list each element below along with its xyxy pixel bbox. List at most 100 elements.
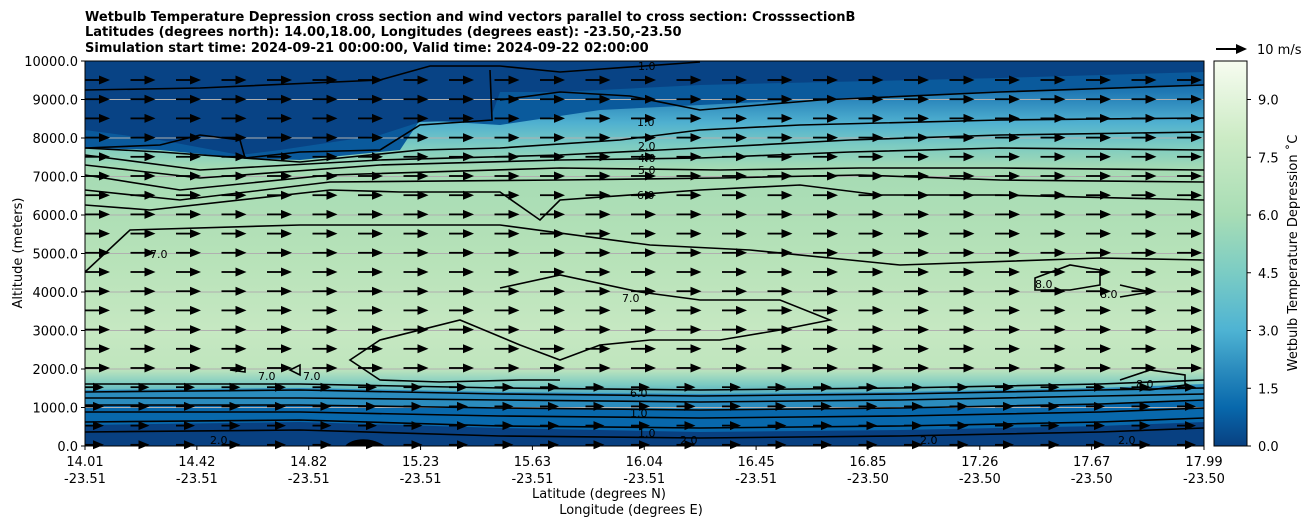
- wind-arrow: [631, 190, 656, 200]
- wind-arrow: [85, 421, 104, 431]
- wind-arrow-head: [963, 94, 975, 104]
- contour-label-20: 2.0: [1118, 434, 1136, 447]
- y-tick-label: 1000.0: [33, 402, 79, 417]
- wind-arrow-head: [508, 248, 520, 258]
- x-tick-label-lon: -23.51: [735, 472, 777, 487]
- wind-arrow-head: [554, 75, 565, 85]
- wind-arrow: [494, 344, 520, 354]
- wind-arrow: [358, 171, 383, 181]
- wind-arrow: [1040, 113, 1066, 123]
- wind-arrow: [767, 171, 793, 181]
- wind-arrow-head: [1139, 382, 1151, 392]
- wind-arrow-head: [457, 421, 468, 431]
- wind-arrow-head: [599, 94, 611, 104]
- wind-arrow: [949, 152, 975, 162]
- wind-arrow-head: [645, 190, 656, 200]
- contour-line-21: [85, 407, 1204, 419]
- wind-arrow: [767, 305, 793, 315]
- wind-arrow: [1131, 363, 1157, 373]
- wind-arrow-head: [144, 171, 156, 181]
- wind-arrow-head: [190, 75, 201, 85]
- wind-arrow-head: [1191, 305, 1202, 315]
- wind-arrow: [312, 248, 338, 258]
- wind-arrow-head: [281, 229, 292, 239]
- wind-arrow: [540, 209, 565, 219]
- x-tick-label-lon: -23.50: [1183, 472, 1225, 487]
- wind-arrow-head: [963, 248, 975, 258]
- wind-arrow: [904, 152, 929, 162]
- wind-arrow: [130, 305, 156, 315]
- contour-line-2: [85, 69, 493, 159]
- wind-arrow: [221, 94, 247, 104]
- wind-arrow-head: [599, 229, 611, 239]
- wind-arrow: [858, 190, 884, 200]
- wind-arrow-head: [1191, 286, 1202, 296]
- wind-arrow-head: [1191, 267, 1202, 277]
- wind-arrow: [403, 209, 429, 219]
- wind-arrow: [995, 248, 1020, 258]
- wind-arrow: [631, 229, 656, 239]
- wind-arrow: [585, 171, 611, 181]
- wind-arrow-head: [645, 325, 656, 335]
- wind-arrow: [904, 325, 929, 335]
- wind-arrow-head: [1145, 75, 1157, 85]
- wind-arrow-head: [1100, 94, 1111, 104]
- wind-arrow-head: [138, 440, 150, 450]
- wind-arrow-head: [639, 440, 650, 450]
- wind-arrow-head: [1054, 363, 1066, 373]
- wind-arrow-head: [645, 286, 656, 296]
- wind-arrow-head: [918, 286, 929, 296]
- wind-arrow: [904, 209, 929, 219]
- wind-arrow-head: [957, 440, 969, 450]
- wind-arrow-head: [417, 344, 429, 354]
- wind-arrow: [904, 440, 923, 450]
- wind-arrow: [1086, 382, 1105, 392]
- wind-arrow-head: [872, 286, 884, 296]
- wind-arrow-head: [781, 152, 793, 162]
- wind-arrow: [585, 209, 611, 219]
- wind-arrow-head: [690, 344, 702, 354]
- contour-line-20: [85, 399, 1204, 411]
- wind-arrow-head: [1100, 344, 1111, 354]
- wind-arrow: [403, 190, 429, 200]
- wind-arrow: [767, 229, 793, 239]
- wind-arrow: [676, 94, 702, 104]
- wind-arrow: [813, 363, 838, 373]
- wind-arrow: [858, 209, 884, 219]
- contour-label-8: 7.0: [622, 292, 640, 305]
- wind-arrow-head: [684, 401, 696, 411]
- wind-arrow: [585, 382, 605, 392]
- wind-arrow: [221, 363, 247, 373]
- x-tick-label-lat: 15.63: [514, 455, 551, 470]
- wind-arrow: [130, 209, 156, 219]
- wind-arrow: [1131, 94, 1157, 104]
- wind-arrow: [949, 190, 975, 200]
- wind-arrow-head: [827, 133, 838, 143]
- wind-arrow-head: [1009, 113, 1020, 123]
- contour-label-11: 8.0: [1035, 278, 1053, 291]
- wind-arrow: [949, 229, 975, 239]
- wind-arrow-head: [1009, 267, 1020, 277]
- wind-arrow: [676, 401, 696, 411]
- wind-arrow-head: [918, 267, 929, 277]
- wind-arrow-head: [463, 133, 474, 143]
- wind-arrow: [813, 382, 832, 392]
- wind-arrow-head: [1009, 325, 1020, 335]
- wind-arrow-head: [1100, 171, 1111, 181]
- wind-arrow-head: [508, 113, 520, 123]
- wind-arrow-head: [417, 113, 429, 123]
- wind-arrow: [995, 382, 1014, 392]
- wind-arrow-head: [275, 440, 286, 450]
- wind-arrow: [176, 190, 201, 200]
- wind-arrow: [904, 382, 923, 392]
- wind-arrow: [1177, 363, 1202, 373]
- wind-arrow-head: [1054, 229, 1066, 239]
- wind-arrow-head: [645, 133, 656, 143]
- wind-arrow: [631, 75, 656, 85]
- wind-arrow-head: [372, 75, 383, 85]
- wind-arrow: [267, 113, 292, 123]
- wind-arrow-head: [599, 363, 611, 373]
- wind-arrow-head: [1054, 267, 1066, 277]
- wind-arrow-head: [372, 325, 383, 335]
- wind-arrow-head: [1009, 248, 1020, 258]
